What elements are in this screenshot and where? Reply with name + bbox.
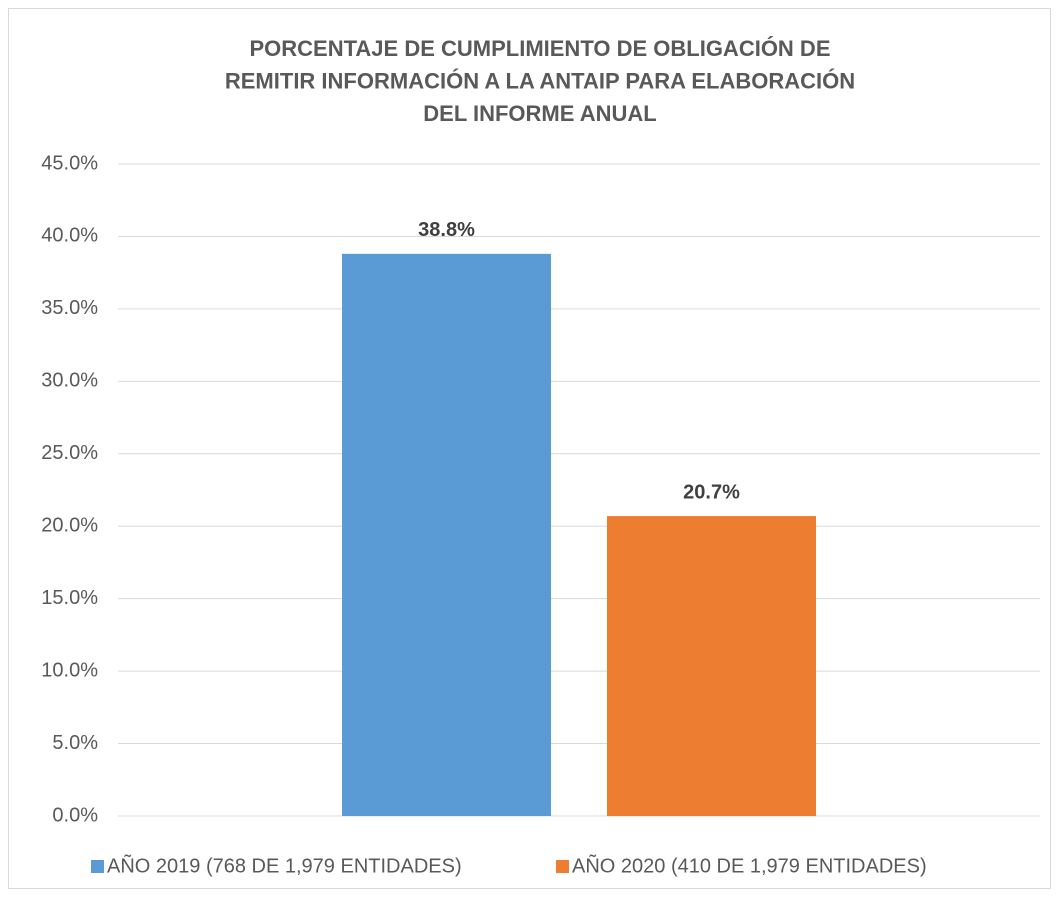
legend-swatch bbox=[556, 860, 569, 873]
y-tick-label: 45.0% bbox=[41, 152, 98, 174]
y-tick-label: 40.0% bbox=[41, 225, 98, 247]
chart-title: REMITIR INFORMACIÓN A LA ANTAIP PARA ELA… bbox=[225, 68, 855, 93]
y-tick-label: 25.0% bbox=[41, 442, 98, 464]
legend-swatch bbox=[91, 860, 104, 873]
y-tick-label: 30.0% bbox=[41, 370, 98, 392]
bar bbox=[342, 253, 551, 816]
chart-title: PORCENTAJE DE CUMPLIMIENTO DE OBLIGACIÓN… bbox=[249, 36, 830, 61]
bar bbox=[607, 516, 816, 816]
y-tick-label: 15.0% bbox=[41, 587, 98, 609]
y-tick-label: 35.0% bbox=[41, 297, 98, 319]
y-tick-label: 10.0% bbox=[41, 659, 98, 681]
chart-title: DEL INFORME ANUAL bbox=[423, 101, 656, 126]
y-tick-label: 0.0% bbox=[52, 804, 98, 826]
data-label: 38.8% bbox=[418, 219, 475, 241]
legend-label: AÑO 2020 (410 DE 1,979 ENTIDADES) bbox=[572, 853, 927, 877]
legend-label: AÑO 2019 (768 DE 1,979 ENTIDADES) bbox=[107, 853, 462, 877]
y-tick-label: 5.0% bbox=[52, 732, 98, 754]
data-label: 20.7% bbox=[683, 481, 740, 503]
y-tick-label: 20.0% bbox=[41, 515, 98, 537]
